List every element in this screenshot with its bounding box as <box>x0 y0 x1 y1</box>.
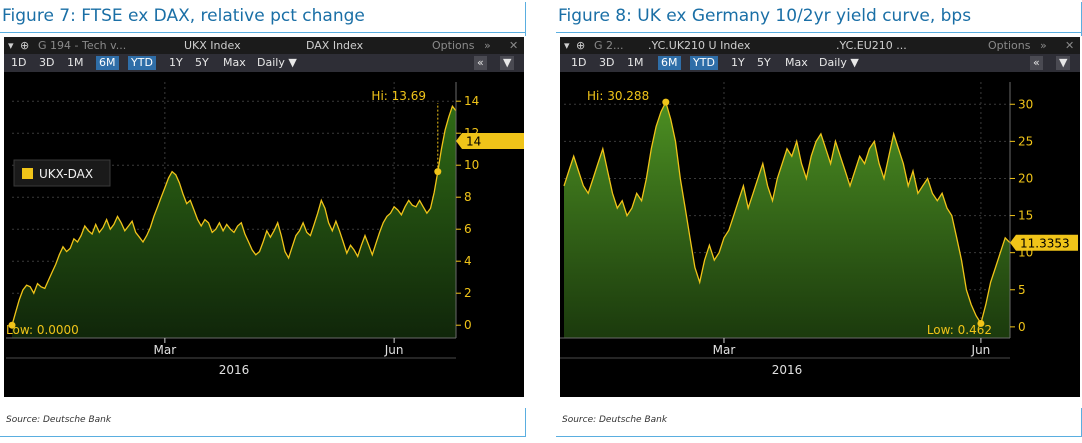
options-menu[interactable]: Options <box>432 39 475 52</box>
security-toolbar: ▾ ⊕ G 194 - Tech v... UKX Index DAX Inde… <box>4 37 524 54</box>
bottom-rule <box>556 436 1082 437</box>
y-tick-label: 5 <box>1018 283 1026 297</box>
y-tick-label: 0 <box>1018 320 1026 334</box>
bloomberg-terminal-window: ▾ ⊕ G 194 - Tech v... UKX Index DAX Inde… <box>4 37 524 397</box>
y-tick-label: 10 <box>464 158 479 172</box>
crosshair-icon[interactable]: ⊕ <box>20 39 30 52</box>
y-tick-label: 20 <box>1018 171 1033 185</box>
figure-7-panel: Figure 7: FTSE ex DAX, relative pct chan… <box>0 0 526 443</box>
series-area <box>12 106 456 338</box>
year-label: 2016 <box>219 363 250 377</box>
security-2-field[interactable]: .YC.EU210 ... <box>836 39 907 52</box>
y-tick-label: 2 <box>464 286 472 300</box>
security-1-field[interactable]: .YC.UK210 U Index <box>648 39 751 52</box>
menu-dropdown-icon[interactable]: ▾ <box>564 39 570 52</box>
chart-id-field[interactable]: G 2... <box>594 39 624 52</box>
range-1d-button[interactable]: 1D <box>571 56 587 69</box>
last-value-tag <box>1010 234 1078 251</box>
hi-marker <box>662 98 670 106</box>
last-value-label: 11.3353 <box>1020 236 1070 250</box>
collapse-icon[interactable]: « <box>1030 56 1043 70</box>
range-ytd-button[interactable]: YTD <box>128 56 156 70</box>
x-tick-label: Mar <box>154 343 177 357</box>
series-line <box>11 104 457 326</box>
y-tick-label: 4 <box>464 254 472 268</box>
figure-title: Figure 8: UK ex Germany 10/2yr yield cur… <box>558 6 972 26</box>
x-tick-label: Jun <box>384 343 404 357</box>
options-expand-icon[interactable]: » <box>1040 39 1047 52</box>
options-menu[interactable]: Options <box>988 39 1031 52</box>
low-label: Low: 0.462 <box>927 323 992 337</box>
figure-title: Figure 7: FTSE ex DAX, relative pct chan… <box>2 6 365 26</box>
range-ytd-button[interactable]: YTD <box>690 56 718 70</box>
range-3d-button[interactable]: 3D <box>39 56 55 69</box>
options-expand-icon[interactable]: » <box>484 39 491 52</box>
low-marker <box>8 321 16 329</box>
range-max-button[interactable]: Max <box>223 56 246 69</box>
y-tick-label: 15 <box>1018 209 1033 223</box>
figure-8-panel: Figure 8: UK ex Germany 10/2yr yield cur… <box>556 0 1082 443</box>
x-tick-label: Jun <box>971 343 991 357</box>
collapse-icon[interactable]: « <box>474 56 487 70</box>
bloomberg-terminal-window: ▾ ⊕ G 2... .YC.UK210 U Index .YC.EU210 .… <box>560 37 1080 397</box>
y-tick-label: 6 <box>464 222 472 236</box>
close-icon[interactable]: ✕ <box>1065 39 1075 52</box>
chart-id-field[interactable]: G 194 - Tech v... <box>38 39 127 52</box>
range-toolbar: 1D 3D 1M 6M YTD 1Y 5Y Max Daily ▼ « ▼ <box>4 54 524 72</box>
frequency-dropdown[interactable]: Daily ▼ <box>257 56 297 69</box>
series-area <box>564 102 1010 338</box>
range-6m-button[interactable]: 6M <box>96 56 119 70</box>
close-icon[interactable]: ✕ <box>509 39 519 52</box>
hi-label: Hi: 30.288 <box>587 89 649 103</box>
range-toolbar: 1D 3D 1M 6M YTD 1Y 5Y Max Daily ▼ « ▼ <box>560 54 1080 72</box>
crosshair-icon[interactable]: ⊕ <box>576 39 586 52</box>
security-toolbar: ▾ ⊕ G 2... .YC.UK210 U Index .YC.EU210 .… <box>560 37 1080 54</box>
chevron-down-icon[interactable]: ▼ <box>1056 56 1071 70</box>
series-line <box>563 100 1011 326</box>
source-note: Source: Deutsche Bank <box>562 415 668 425</box>
title-rule <box>556 32 1082 33</box>
range-max-button[interactable]: Max <box>785 56 808 69</box>
range-3d-button[interactable]: 3D <box>599 56 615 69</box>
range-5y-button[interactable]: 5Y <box>757 56 771 69</box>
range-6m-button[interactable]: 6M <box>658 56 681 70</box>
range-5y-button[interactable]: 5Y <box>195 56 209 69</box>
side-rule <box>525 2 526 36</box>
menu-dropdown-icon[interactable]: ▾ <box>8 39 14 52</box>
frequency-dropdown[interactable]: Daily ▼ <box>819 56 859 69</box>
bottom-rule <box>0 436 526 437</box>
source-note: Source: Deutsche Bank <box>6 415 112 425</box>
year-label: 2016 <box>772 363 803 377</box>
low-label: Low: 0.0000 <box>6 323 79 337</box>
range-1d-button[interactable]: 1D <box>11 56 27 69</box>
y-tick-label: 14 <box>464 94 479 108</box>
low-marker <box>977 319 985 327</box>
range-1y-button[interactable]: 1Y <box>169 56 183 69</box>
legend-swatch <box>22 168 33 179</box>
x-tick-label: Mar <box>713 343 736 357</box>
last-value-label: 14 <box>466 135 481 149</box>
range-1m-button[interactable]: 1M <box>627 56 644 69</box>
range-1m-button[interactable]: 1M <box>67 56 84 69</box>
chevron-down-icon[interactable]: ▼ <box>500 56 515 70</box>
hi-marker <box>434 168 442 176</box>
legend-label: UKX-DAX <box>39 167 93 181</box>
y-tick-label: 8 <box>464 190 472 204</box>
y-tick-label: 25 <box>1018 134 1033 148</box>
y-tick-label: 30 <box>1018 97 1033 111</box>
side-rule <box>525 408 526 436</box>
last-value-tag <box>456 133 524 149</box>
hi-label: Hi: 13.69 <box>371 89 426 103</box>
security-2-field[interactable]: DAX Index <box>306 39 364 52</box>
title-rule <box>0 32 526 33</box>
y-tick-label: 0 <box>464 318 472 332</box>
security-1-field[interactable]: UKX Index <box>184 39 241 52</box>
range-1y-button[interactable]: 1Y <box>731 56 745 69</box>
